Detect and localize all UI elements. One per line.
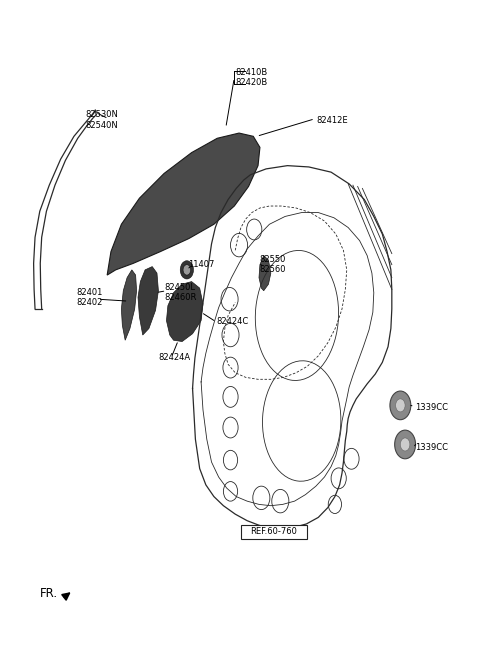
Circle shape [400, 438, 410, 451]
Circle shape [390, 391, 411, 420]
Polygon shape [138, 267, 158, 335]
Text: 11407: 11407 [188, 260, 214, 269]
Polygon shape [259, 256, 271, 290]
Circle shape [395, 430, 416, 459]
Text: 82530N
82540N: 82530N 82540N [86, 110, 119, 129]
Circle shape [180, 261, 193, 279]
Text: 1339CC: 1339CC [415, 443, 447, 451]
Circle shape [396, 399, 405, 412]
Text: 82450L
82460R: 82450L 82460R [164, 283, 196, 302]
Text: 82410B
82420B: 82410B 82420B [235, 68, 267, 87]
Text: 1339CC: 1339CC [415, 403, 447, 413]
Text: 82412E: 82412E [316, 116, 348, 125]
Text: REF.60-760: REF.60-760 [250, 528, 297, 536]
FancyBboxPatch shape [241, 524, 307, 539]
Polygon shape [167, 282, 203, 342]
Circle shape [183, 265, 191, 275]
Text: FR.: FR. [40, 587, 58, 600]
Text: 82424A: 82424A [158, 353, 191, 362]
Polygon shape [107, 133, 260, 275]
Text: 82550
82560: 82550 82560 [259, 255, 286, 275]
Text: 82401
82402: 82401 82402 [76, 288, 103, 307]
Text: 82424C: 82424C [216, 317, 249, 327]
Polygon shape [121, 270, 137, 340]
